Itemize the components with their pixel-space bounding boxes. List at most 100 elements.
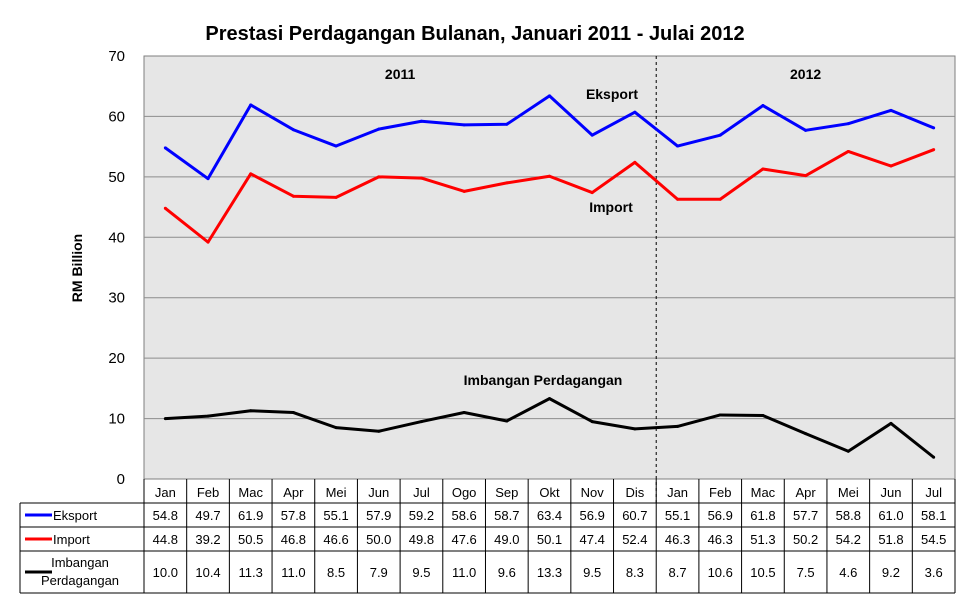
legend-label: Eksport <box>53 508 97 523</box>
y-tick-label: 20 <box>108 350 125 367</box>
table-cell: 9.2 <box>882 565 900 580</box>
plot-area <box>143 55 956 480</box>
table-cell: 46.3 <box>708 532 733 547</box>
data-point <box>761 104 765 108</box>
data-point <box>548 174 551 178</box>
data-point <box>932 126 936 130</box>
data-point <box>761 414 765 418</box>
x-tick-label: Apr <box>283 485 304 500</box>
year-label-2011: 2011 <box>385 66 416 82</box>
data-point <box>206 414 210 418</box>
data-point <box>804 128 808 132</box>
data-point <box>846 149 850 153</box>
table-cell: 55.1 <box>323 508 348 523</box>
table-cell: 8.7 <box>669 565 687 580</box>
table-cell: 11.3 <box>239 565 263 580</box>
data-point <box>889 421 893 425</box>
data-point <box>419 420 423 424</box>
x-tick-label: Jul <box>925 485 942 500</box>
table-cell: 49.7 <box>195 508 220 523</box>
data-point <box>590 191 594 195</box>
y-tick-label: 60 <box>108 108 125 125</box>
table-cell: 57.9 <box>366 508 391 523</box>
x-tick-label: Dis <box>625 485 644 500</box>
data-point <box>676 197 680 201</box>
table-cell: 49.0 <box>494 532 519 547</box>
table-cell: 3.6 <box>925 565 943 580</box>
year-label-2012: 2012 <box>790 66 821 82</box>
data-point <box>334 195 338 199</box>
x-tick-label: Apr <box>795 485 816 500</box>
data-point <box>633 427 637 431</box>
table-cell: 44.8 <box>153 532 178 547</box>
table-cell: 55.1 <box>665 508 690 523</box>
y-tick-label: 70 <box>108 48 125 65</box>
data-point <box>718 413 722 417</box>
x-tick-label: Mei <box>838 485 859 500</box>
table-cell: 9.6 <box>498 565 516 580</box>
data-point <box>462 123 466 127</box>
table-cell: 50.1 <box>537 532 562 547</box>
y-tick-label: 0 <box>117 471 125 488</box>
y-axis-label: RM Billion <box>69 234 85 302</box>
table-cell: 54.8 <box>153 508 178 523</box>
data-point <box>334 144 338 148</box>
data-point <box>505 181 509 185</box>
y-tick-label: 40 <box>108 229 125 246</box>
table-cell: 61.9 <box>238 508 263 523</box>
data-point <box>590 420 594 424</box>
data-point <box>163 146 167 150</box>
series-annotation-import: Import <box>589 199 633 215</box>
data-point <box>291 194 295 198</box>
data-point <box>377 429 381 433</box>
table-cell: 10.6 <box>708 565 733 580</box>
table-cell: 57.7 <box>793 508 818 523</box>
data-point <box>718 133 722 137</box>
data-point <box>249 103 253 107</box>
legend-label: Import <box>53 532 90 547</box>
table-cell: 8.5 <box>327 565 345 580</box>
table-cell: 10.5 <box>750 565 775 580</box>
data-point <box>932 148 936 152</box>
data-point <box>505 122 509 126</box>
table-cell: 46.3 <box>665 532 690 547</box>
data-point <box>249 409 253 413</box>
table-cell: 57.8 <box>281 508 306 523</box>
table-cell: 47.4 <box>580 532 605 547</box>
data-point <box>676 144 680 148</box>
table-cell: 51.8 <box>878 532 903 547</box>
table-cell: 51.3 <box>750 532 775 547</box>
table-cell: 54.5 <box>921 532 946 547</box>
table-cell: 50.2 <box>793 532 818 547</box>
data-point <box>761 167 765 171</box>
data-point <box>206 177 210 181</box>
y-tick-label: 10 <box>108 411 125 428</box>
table-cell: 58.6 <box>451 508 476 523</box>
x-tick-label: Mei <box>326 485 347 500</box>
series-annotation-imbangan: Imbangan Perdagangan <box>464 372 623 388</box>
data-point <box>377 175 381 179</box>
table-cell: 58.8 <box>836 508 861 523</box>
table-cell: 61.0 <box>878 508 903 523</box>
x-tick-label: Jan <box>667 485 688 500</box>
table-cell: 63.4 <box>537 508 562 523</box>
data-point <box>804 432 808 436</box>
data-point <box>846 122 850 126</box>
data-point <box>163 206 167 210</box>
data-point <box>291 411 295 415</box>
table-cell: 9.5 <box>583 565 601 580</box>
x-tick-label: Nov <box>581 485 605 500</box>
table-cell: 50.5 <box>238 532 263 547</box>
data-point <box>590 133 594 137</box>
table-cell: 56.9 <box>708 508 733 523</box>
y-tick-label: 50 <box>108 169 125 186</box>
x-tick-label: Feb <box>709 485 731 500</box>
table-cell: 8.3 <box>626 565 644 580</box>
x-tick-label: Jun <box>368 485 389 500</box>
table-cell: 58.1 <box>921 508 946 523</box>
data-point <box>889 108 893 112</box>
x-tick-label: Jun <box>880 485 901 500</box>
table-cell: 9.5 <box>412 565 430 580</box>
